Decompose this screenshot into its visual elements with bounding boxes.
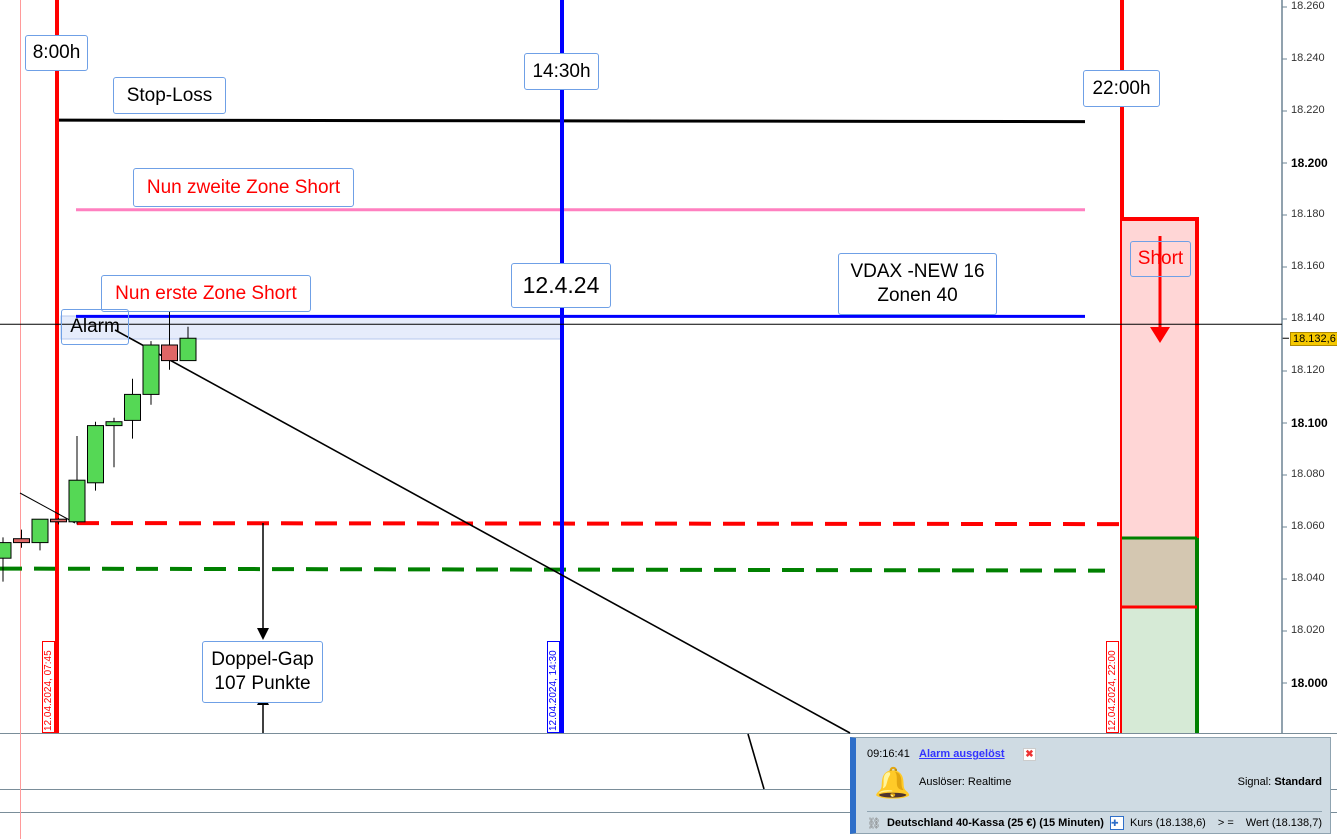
link-icon: ⛓ — [867, 817, 881, 830]
gap-line2: 107 Punkte — [214, 673, 311, 694]
candle-body — [124, 393, 141, 421]
candle[interactable] — [87, 421, 104, 491]
date-marker-mid: 12.04.2024, 14:30 — [547, 641, 560, 733]
price-tick-label: 18.200 — [1291, 156, 1328, 170]
signal-label: Signal: — [1237, 776, 1272, 788]
current-price-tag: 18.132,6 — [1290, 332, 1337, 346]
candle[interactable] — [0, 537, 12, 582]
candle-body — [105, 421, 123, 427]
candle-body — [13, 538, 30, 544]
price-tick-label: 18.000 — [1291, 676, 1328, 690]
price-tick-label: 18.160 — [1291, 260, 1325, 272]
candle[interactable] — [179, 326, 197, 362]
divider — [867, 811, 1322, 812]
candle[interactable] — [13, 529, 30, 548]
gap-top-line[interactable] — [76, 521, 1121, 527]
short-label[interactable]: Short — [1130, 241, 1191, 277]
price-tick-label: 18.260 — [1291, 0, 1325, 12]
price-tick-label: 18.140 — [1291, 312, 1325, 324]
candle[interactable] — [161, 300, 178, 370]
condition-left: Kurs (18.138,6) — [1130, 817, 1206, 829]
price-tick-label: 18.020 — [1291, 624, 1325, 636]
alert-trigger: Auslöser: Realtime — [919, 776, 1012, 788]
open-time-label[interactable]: 8:00h — [25, 35, 88, 71]
vdax-line2: Zonen 40 — [877, 285, 958, 306]
candle-body — [142, 344, 160, 395]
vdax-line1: VDAX -NEW 16 — [850, 261, 985, 283]
close-icon[interactable]: ✖ — [1023, 748, 1036, 761]
date-marker-open: 12.04.2024, 07:45 — [42, 641, 55, 733]
trendline-down[interactable] — [114, 329, 851, 734]
alarm-zone[interactable] — [60, 315, 563, 340]
candle-body — [0, 542, 12, 559]
trendline-lower-panel — [747, 733, 765, 790]
price-tick-label: 18.220 — [1291, 104, 1325, 116]
price-tick-label: 18.060 — [1291, 520, 1325, 532]
candle[interactable] — [50, 517, 67, 525]
price-tick-label: 18.100 — [1291, 416, 1328, 430]
candle[interactable] — [31, 518, 49, 551]
candle[interactable] — [105, 417, 123, 468]
stop-loss-label[interactable]: Stop-Loss — [113, 77, 226, 114]
candle-body — [31, 518, 49, 544]
target-zone[interactable] — [1122, 607, 1197, 733]
candle-body — [50, 518, 67, 523]
double-gap-label[interactable]: Doppel-Gap 107 Punkte — [202, 641, 323, 703]
alert-time: 09:16:41 — [867, 748, 910, 760]
arrow-down-icon — [1150, 327, 1170, 343]
candle-body — [68, 479, 86, 523]
price-tick-label: 18.080 — [1291, 468, 1325, 480]
instrument-name[interactable]: Deutschland 40-Kassa (25 €) (15 Minuten) — [886, 817, 1104, 829]
mid-time-label[interactable]: 14:30h — [524, 53, 599, 90]
price-tick-label: 18.180 — [1291, 208, 1325, 220]
candle-body — [161, 344, 178, 362]
price-tick-label: 18.040 — [1291, 572, 1325, 584]
price-tick-label: 18.240 — [1291, 52, 1325, 64]
entry-zone[interactable] — [1122, 538, 1197, 607]
candle[interactable] — [142, 341, 160, 405]
arrow-down-icon — [257, 628, 269, 640]
candle-body — [179, 337, 197, 362]
date-marker-close: 12.04.2024, 22:00 — [1106, 641, 1119, 733]
condition-operator: > = — [1217, 817, 1234, 829]
alert-title-link[interactable]: Alarm ausgelöst — [919, 748, 1005, 760]
price-tick-label: 18.120 — [1291, 364, 1325, 376]
signal-value: Standard — [1274, 776, 1322, 788]
condition-right: Wert (18.138,7) — [1245, 817, 1322, 829]
candle[interactable] — [124, 378, 141, 439]
first-zone-label[interactable]: Nun erste Zone Short — [101, 275, 311, 312]
stop-loss-line[interactable] — [57, 118, 1086, 124]
date-label[interactable]: 12.4.24 — [511, 263, 611, 308]
second-zone-label[interactable]: Nun zweite Zone Short — [133, 168, 354, 207]
candle[interactable] — [68, 436, 86, 525]
alarm-label[interactable]: Alarm — [61, 309, 129, 345]
chart-icon[interactable]: ✚ — [1109, 816, 1125, 830]
close-time-label[interactable]: 22:00h — [1083, 70, 1160, 107]
short-box-border — [1122, 217, 1199, 538]
gap-line1: Doppel-Gap — [211, 649, 314, 671]
trendline[interactable] — [19, 492, 76, 524]
alert-signal: Signal: Standard — [1238, 776, 1322, 788]
vdax-label[interactable]: VDAX -NEW 16 Zonen 40 — [838, 253, 997, 315]
alert-popup[interactable]: 09:16:41 Alarm ausgelöst ✖ 🔔 Auslöser: R… — [850, 737, 1331, 834]
candle-body — [87, 425, 104, 484]
bell-icon: 🔔 — [874, 767, 912, 800]
